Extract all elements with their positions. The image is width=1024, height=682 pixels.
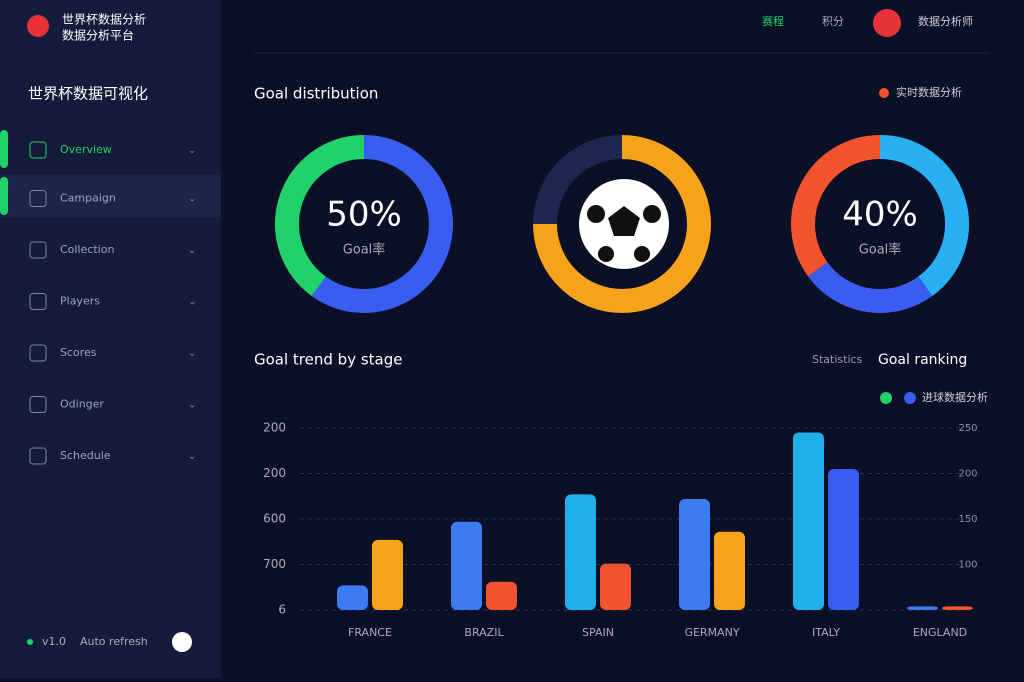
donut-label: 40%: [842, 195, 918, 235]
bar: [372, 539, 403, 610]
chevron: ⌄: [188, 400, 196, 411]
status-dot: [27, 639, 33, 645]
avatar[interactable]: [873, 9, 901, 37]
legend-label: 实时数据分析: [896, 85, 962, 99]
bar: [486, 581, 517, 610]
x-tick-label: BRAZIL: [464, 626, 504, 639]
menu-item[interactable]: Players: [60, 295, 100, 308]
chevron: ⌄: [188, 245, 196, 256]
menu-item[interactable]: Odinger: [60, 398, 104, 411]
bar: [337, 585, 368, 610]
y2-label: 150: [958, 514, 977, 525]
y-tick-label: 6: [278, 603, 286, 617]
menu-icon: [29, 344, 47, 362]
x-tick-label: FRANCE: [348, 626, 392, 639]
y-tick-label: 600: [263, 512, 286, 526]
y2-label: 200: [958, 469, 977, 480]
legend-dot: [879, 88, 889, 98]
chevron: ⌄: [188, 145, 196, 156]
menu-icon: [29, 141, 47, 159]
chevron: ⌄: [188, 348, 196, 359]
nav-link[interactable]: 积分: [822, 15, 844, 28]
legend-dot: [880, 392, 892, 404]
x-tick-label: SPAIN: [582, 626, 614, 639]
sidebar-title: 世界杯数据可视化: [28, 85, 148, 103]
chevron: ⌄: [188, 194, 196, 205]
donut-segment: [311, 135, 453, 313]
logo: [27, 15, 49, 37]
football: [579, 179, 669, 269]
footer-version: v1.0: [42, 635, 66, 648]
donut-segment: [791, 135, 881, 277]
menu-icon: [29, 447, 47, 465]
sidebar: [0, 0, 221, 678]
menu-item[interactable]: Campaign: [60, 192, 116, 205]
menu-icon: [29, 396, 47, 413]
menu-item[interactable]: Scores: [60, 346, 97, 359]
bar: [942, 606, 973, 610]
x-tick-label: GERMANY: [684, 626, 739, 639]
y-tick-label: 200: [263, 466, 286, 480]
donut-segment: [275, 135, 365, 296]
y2-label: 100: [958, 560, 977, 571]
menu-item[interactable]: Overview: [60, 143, 112, 156]
donut-segment: [879, 135, 969, 296]
donut-segment: [533, 135, 623, 225]
brand-line: 数据分析平台: [62, 28, 134, 43]
donut-segment: [808, 261, 933, 313]
y-tick-label: 200: [263, 421, 286, 435]
y2-label: 250: [958, 423, 977, 434]
user-name[interactable]: 数据分析师: [918, 14, 973, 28]
refresh-button[interactable]: [172, 632, 192, 652]
active-indicator: [0, 177, 8, 215]
chevron: ⌄: [188, 451, 196, 462]
donut-label: 50%: [326, 195, 402, 235]
menu-item[interactable]: Schedule: [60, 449, 111, 462]
donut-segment: [533, 135, 711, 313]
menu-item[interactable]: Collection: [60, 243, 114, 256]
brand-line: 世界杯数据分析: [62, 12, 146, 27]
menu-icon: [29, 293, 47, 310]
legend-label: 进球数据分析: [922, 390, 988, 404]
bar: [679, 498, 710, 610]
tab[interactable]: Goal ranking: [878, 352, 967, 368]
legend-dot: [904, 392, 916, 404]
bar: [793, 432, 824, 610]
bar: [451, 521, 482, 610]
chevron: ⌄: [188, 297, 196, 308]
bar: [714, 531, 745, 610]
footer-text: Auto refresh: [80, 635, 148, 648]
x-tick-label: ITALY: [812, 626, 840, 639]
active-item-bg: [0, 175, 221, 217]
bar: [565, 494, 596, 610]
menu-icon: [29, 190, 47, 207]
section-title: Goal trend by stage: [254, 351, 402, 369]
donut-sub: Goal率: [343, 242, 386, 258]
y-tick-label: 700: [263, 557, 286, 571]
tab[interactable]: Statistics: [812, 353, 863, 366]
bar: [828, 468, 859, 610]
menu-icon: [29, 241, 47, 259]
nav-link[interactable]: 赛程: [762, 14, 784, 28]
active-indicator: [0, 130, 8, 168]
section-title: Goal distribution: [254, 85, 378, 103]
bar: [600, 563, 631, 610]
bar: [907, 606, 938, 610]
donut-sub: Goal率: [859, 242, 902, 258]
x-tick-label: ENGLAND: [913, 626, 967, 639]
